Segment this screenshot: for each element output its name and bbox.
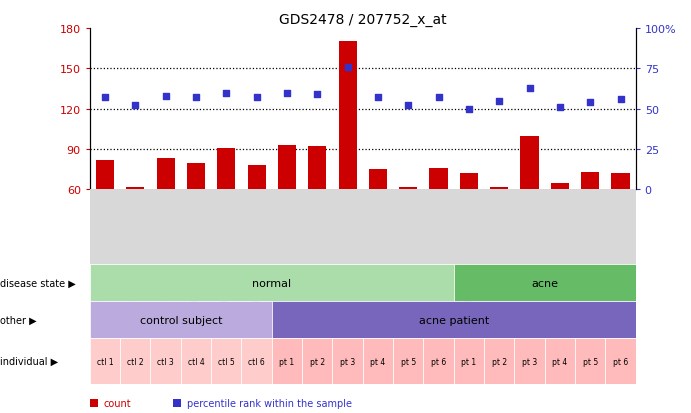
Text: pt 1: pt 1	[279, 357, 294, 366]
Point	[342, 64, 353, 71]
Text: pt 5: pt 5	[583, 357, 598, 366]
Text: pt 4: pt 4	[370, 357, 386, 366]
Bar	[490, 188, 509, 271]
Bar	[126, 188, 144, 271]
Point	[220, 90, 231, 97]
Bar	[173, 399, 181, 407]
Bar	[217, 148, 236, 271]
Text: pt 3: pt 3	[522, 357, 537, 366]
Bar	[96, 160, 114, 271]
Point	[372, 95, 384, 102]
Bar	[90, 339, 120, 384]
Bar	[272, 301, 636, 339]
Text: pt 3: pt 3	[340, 357, 355, 366]
Text: control subject: control subject	[140, 315, 222, 325]
Point	[130, 103, 141, 109]
Text: pt 2: pt 2	[310, 357, 325, 366]
Bar	[308, 147, 326, 271]
Bar	[363, 339, 393, 384]
Text: ctl 5: ctl 5	[218, 357, 235, 366]
Text: individual ▶: individual ▶	[0, 356, 58, 366]
Text: ctl 2: ctl 2	[127, 357, 144, 366]
Text: percentile rank within the sample: percentile rank within the sample	[187, 398, 352, 408]
Bar	[241, 339, 272, 384]
Text: pt 4: pt 4	[552, 357, 567, 366]
Bar	[460, 174, 478, 271]
Bar	[520, 136, 539, 271]
Point	[464, 106, 475, 113]
Text: pt 1: pt 1	[462, 357, 477, 366]
Bar	[399, 188, 417, 271]
Point	[493, 98, 504, 104]
Bar	[90, 301, 272, 339]
Point	[281, 90, 292, 97]
Bar	[605, 339, 636, 384]
Bar	[181, 339, 211, 384]
Text: acne: acne	[531, 278, 558, 288]
Point	[403, 103, 414, 109]
Point	[191, 95, 202, 102]
Bar	[272, 339, 302, 384]
Bar	[278, 146, 296, 271]
Bar	[120, 339, 151, 384]
Bar	[545, 339, 575, 384]
Text: disease state ▶: disease state ▶	[0, 278, 76, 288]
Point	[615, 97, 626, 103]
Bar	[247, 166, 266, 271]
Bar	[369, 170, 387, 271]
Point	[524, 85, 535, 92]
Bar	[339, 42, 357, 271]
Bar	[454, 264, 636, 301]
Bar	[187, 163, 205, 271]
Text: other ▶: other ▶	[0, 315, 37, 325]
Bar	[551, 183, 569, 271]
Point	[100, 95, 111, 102]
Bar	[302, 339, 332, 384]
Text: count: count	[104, 398, 131, 408]
Bar	[612, 174, 630, 271]
Text: ctl 6: ctl 6	[248, 357, 265, 366]
Text: pt 6: pt 6	[431, 357, 446, 366]
Bar	[393, 339, 424, 384]
Point	[312, 92, 323, 98]
Bar	[151, 339, 181, 384]
Text: ctl 4: ctl 4	[187, 357, 205, 366]
Text: pt 5: pt 5	[401, 357, 416, 366]
Point	[433, 95, 444, 102]
Point	[585, 100, 596, 106]
Bar	[484, 339, 514, 384]
Bar	[157, 159, 175, 271]
Bar	[90, 399, 98, 407]
Bar	[332, 339, 363, 384]
Bar	[454, 339, 484, 384]
Text: pt 2: pt 2	[492, 357, 507, 366]
Text: pt 6: pt 6	[613, 357, 628, 366]
Bar	[430, 169, 448, 271]
Bar	[581, 173, 599, 271]
Text: ctl 1: ctl 1	[97, 357, 113, 366]
Title: GDS2478 / 207752_x_at: GDS2478 / 207752_x_at	[279, 12, 446, 26]
Point	[554, 104, 565, 111]
Bar	[211, 339, 241, 384]
Text: acne patient: acne patient	[419, 315, 489, 325]
Text: normal: normal	[252, 278, 292, 288]
Text: ctl 3: ctl 3	[158, 357, 174, 366]
Bar	[90, 264, 454, 301]
Bar	[514, 339, 545, 384]
Bar	[424, 339, 454, 384]
Point	[160, 93, 171, 100]
Bar	[575, 339, 605, 384]
Point	[251, 95, 262, 102]
